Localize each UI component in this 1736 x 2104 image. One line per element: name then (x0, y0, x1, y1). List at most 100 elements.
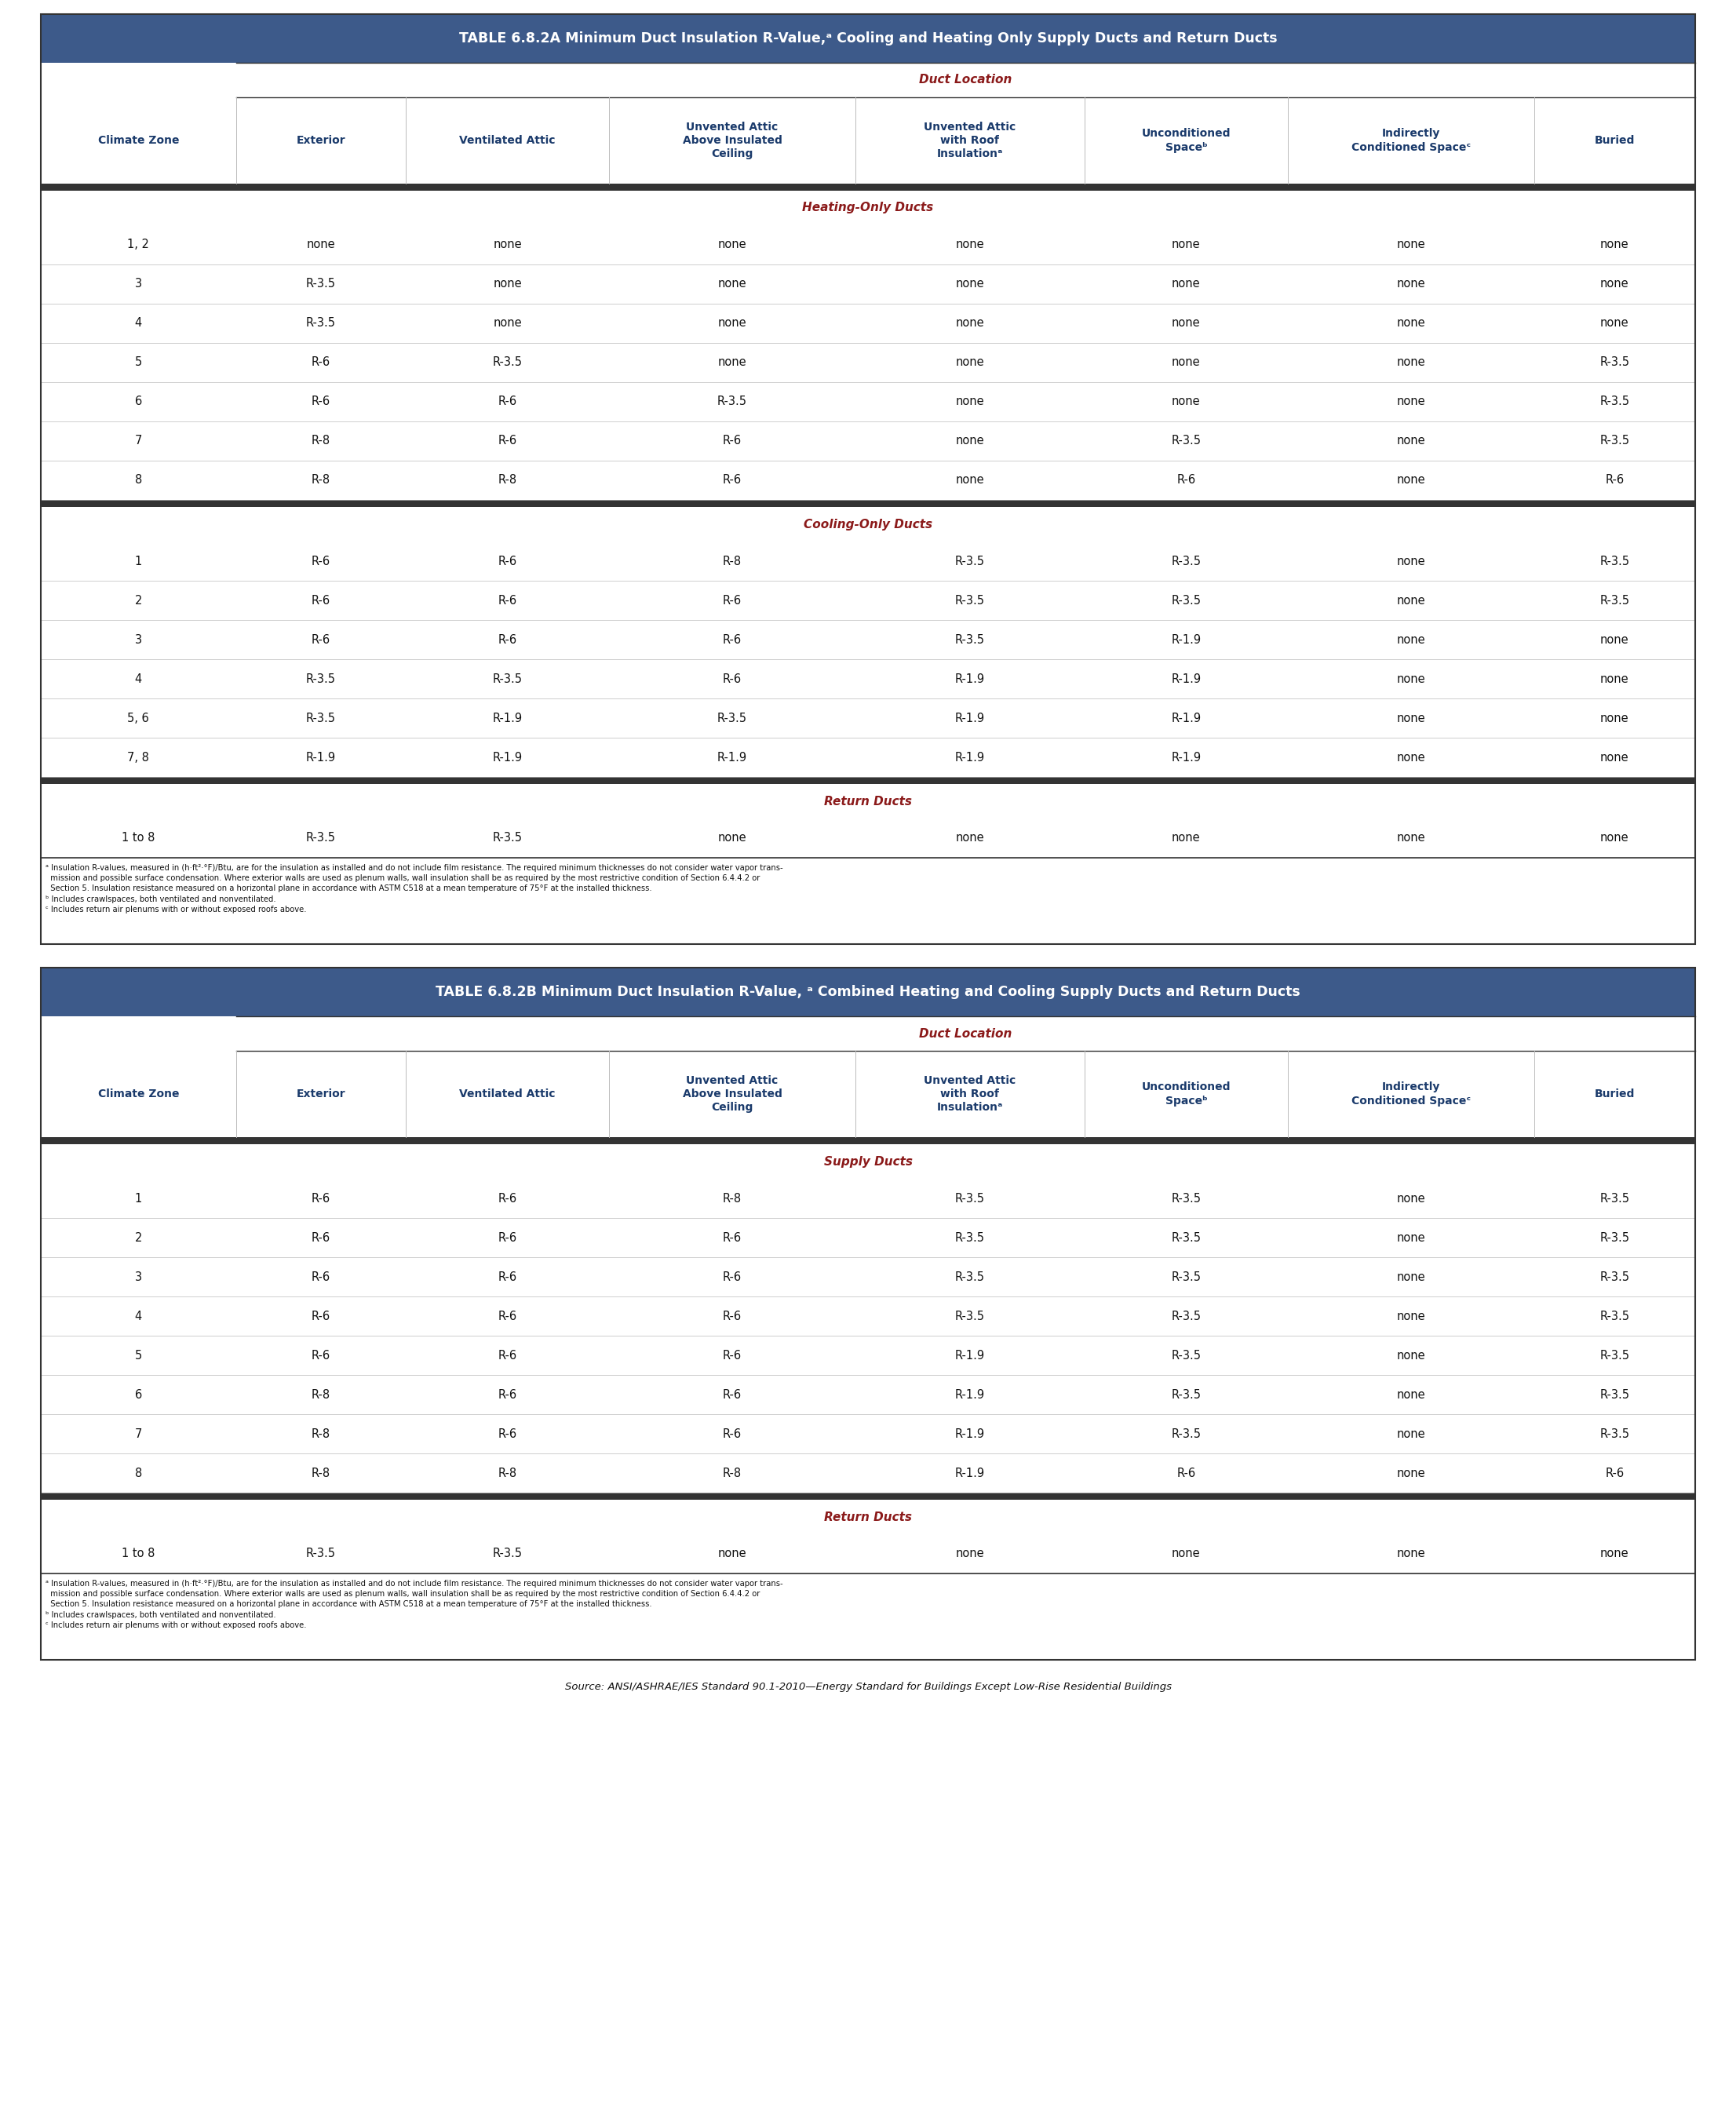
Text: R-6: R-6 (498, 633, 517, 646)
Bar (42, 776, 1694, 785)
Text: none: none (1396, 1389, 1425, 1401)
Bar (42, 63, 1694, 97)
Text: R-1.9: R-1.9 (493, 711, 523, 724)
Text: 1 to 8: 1 to 8 (122, 833, 155, 844)
Text: R-6: R-6 (722, 1349, 741, 1361)
Text: none: none (1396, 1311, 1425, 1321)
Bar (42, 1454, 1694, 1492)
Text: none: none (1396, 751, 1425, 764)
Text: 4: 4 (135, 318, 142, 328)
Text: 5: 5 (135, 1349, 142, 1361)
Text: R-8: R-8 (722, 555, 741, 566)
Text: Exterior: Exterior (297, 1088, 345, 1100)
Text: none: none (955, 396, 984, 408)
Text: R-6: R-6 (1606, 473, 1625, 486)
Text: R-6: R-6 (311, 633, 330, 646)
Text: R-3.5: R-3.5 (1172, 1231, 1201, 1243)
Text: Return Ducts: Return Ducts (825, 1511, 911, 1523)
Text: none: none (1601, 833, 1628, 844)
Text: R-8: R-8 (311, 436, 330, 446)
Bar (42, 225, 1694, 265)
Bar (42, 191, 1694, 225)
Bar (42, 1258, 1694, 1296)
Text: 4: 4 (135, 673, 142, 684)
Bar (42, 15, 1694, 945)
Text: R-3.5: R-3.5 (1172, 436, 1201, 446)
Text: Buried: Buried (1594, 135, 1635, 145)
Text: none: none (1172, 1549, 1201, 1559)
Text: none: none (1601, 711, 1628, 724)
Text: R-6: R-6 (722, 673, 741, 684)
Bar (42, 265, 1694, 303)
Text: 1 to 8: 1 to 8 (122, 1549, 155, 1559)
Text: none: none (493, 278, 523, 290)
Text: R-1.9: R-1.9 (1172, 751, 1201, 764)
Text: R-6: R-6 (498, 1429, 517, 1439)
Bar (42, 383, 1694, 421)
Text: R-3.5: R-3.5 (955, 633, 984, 646)
Bar (42, 818, 1694, 858)
Text: R-3.5: R-3.5 (1172, 1429, 1201, 1439)
Text: R-1.9: R-1.9 (1172, 633, 1201, 646)
Text: none: none (1601, 751, 1628, 764)
Text: R-3.5: R-3.5 (1599, 1311, 1630, 1321)
Text: R-8: R-8 (311, 1429, 330, 1439)
Text: R-3.5: R-3.5 (717, 711, 746, 724)
Text: R-3.5: R-3.5 (306, 318, 335, 328)
Text: 6: 6 (135, 396, 142, 408)
Text: R-3.5: R-3.5 (1599, 396, 1630, 408)
Text: ᵃ Insulation R-values, measured in (h·ft²·°F)/Btu, are for the insulation as ins: ᵃ Insulation R-values, measured in (h·ft… (45, 1580, 783, 1628)
Bar (42, 1492, 1694, 1500)
Bar (42, 739, 1694, 776)
Text: R-3.5: R-3.5 (1599, 358, 1630, 368)
Text: R-6: R-6 (722, 1231, 741, 1243)
Text: Heating-Only Ducts: Heating-Only Ducts (802, 202, 934, 215)
Text: R-3.5: R-3.5 (1172, 1349, 1201, 1361)
Text: none: none (1396, 240, 1425, 250)
Text: none: none (1396, 1429, 1425, 1439)
Text: R-1.9: R-1.9 (955, 751, 984, 764)
Text: none: none (1396, 1349, 1425, 1361)
Bar (42, 541, 1694, 581)
Bar (42, 507, 1694, 541)
Text: R-1.9: R-1.9 (1172, 673, 1201, 684)
Text: R-3.5: R-3.5 (955, 1271, 984, 1283)
Text: R-1.9: R-1.9 (955, 1466, 984, 1479)
Text: none: none (1396, 833, 1425, 844)
Text: 2: 2 (135, 1231, 142, 1243)
Text: 6: 6 (135, 1389, 142, 1401)
Text: 1: 1 (135, 1193, 142, 1203)
Text: none: none (1396, 1549, 1425, 1559)
Text: R-3.5: R-3.5 (306, 1549, 335, 1559)
Text: R-6: R-6 (311, 595, 330, 606)
Text: 3: 3 (135, 633, 142, 646)
Text: none: none (955, 473, 984, 486)
Text: R-8: R-8 (498, 473, 517, 486)
Text: Cooling-Only Ducts: Cooling-Only Ducts (804, 518, 932, 530)
Text: R-6: R-6 (311, 1271, 330, 1283)
Text: R-8: R-8 (311, 473, 330, 486)
Bar (42, 501, 1694, 507)
Text: none: none (955, 1549, 984, 1559)
Text: none: none (1396, 555, 1425, 566)
Text: none: none (1172, 240, 1201, 250)
Text: R-6: R-6 (722, 1271, 741, 1283)
Text: R-6: R-6 (498, 396, 517, 408)
Text: none: none (1396, 473, 1425, 486)
Text: R-3.5: R-3.5 (1599, 1429, 1630, 1439)
Text: TABLE 6.8.2A Minimum Duct Insulation R-Value,ᵃ Cooling and Heating Only Supply D: TABLE 6.8.2A Minimum Duct Insulation R-V… (458, 32, 1278, 46)
Bar (42, 15, 1694, 63)
Text: Unconditioned
Spaceᵇ: Unconditioned Spaceᵇ (1142, 1081, 1231, 1107)
Text: R-6: R-6 (1606, 1466, 1625, 1479)
Text: R-3.5: R-3.5 (1599, 555, 1630, 566)
Bar (42, 1218, 1694, 1258)
Text: none: none (955, 240, 984, 250)
Text: R-6: R-6 (311, 555, 330, 566)
Text: R-3.5: R-3.5 (493, 1549, 523, 1559)
Text: Return Ducts: Return Ducts (825, 795, 911, 808)
Text: none: none (955, 278, 984, 290)
Text: Ventilated Attic: Ventilated Attic (460, 1088, 556, 1100)
Bar (42, 1336, 1694, 1374)
Text: Source: ANSI/ASHRAE/IES Standard 90.1-2010—Energy Standard for Buildings Except : Source: ANSI/ASHRAE/IES Standard 90.1-20… (564, 1681, 1172, 1692)
Bar (42, 183, 1694, 191)
